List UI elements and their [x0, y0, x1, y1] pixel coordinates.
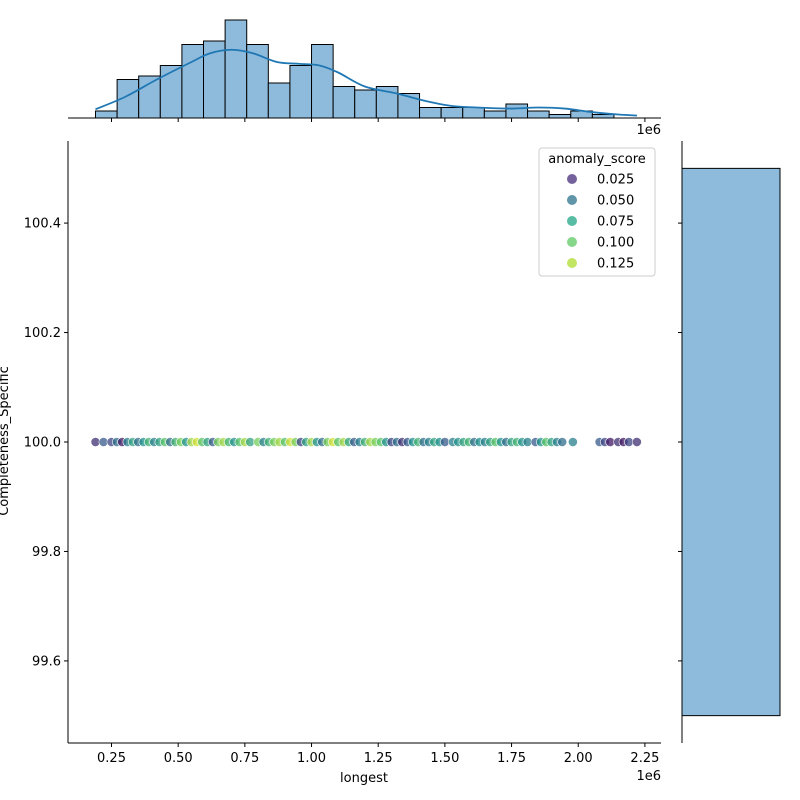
x-axis-ticks: 0.25 0.50 0.75 1.00 1.25 1.50 1.75 2.00 2.25	[97, 743, 659, 766]
histogram-bar	[95, 110, 118, 119]
x-axis-offset-label: 1e6	[636, 769, 661, 784]
legend-label: 0.125	[597, 257, 634, 272]
x-axis-title: longest	[340, 771, 388, 786]
legend-marker	[567, 174, 577, 184]
x-tick-label: 1.75	[497, 751, 526, 766]
histogram-bar	[181, 44, 205, 119]
x-tick-label: 1.50	[430, 751, 459, 766]
y-tick-label: 100.0	[24, 436, 61, 451]
histogram-bar	[224, 19, 248, 119]
x-tick-label: 2.00	[564, 751, 593, 766]
marginal-y-histogram-bar	[681, 167, 781, 717]
legend-label: 0.050	[597, 194, 634, 209]
scatter-point	[567, 437, 578, 447]
marginal-x-kde-line	[95, 48, 637, 117]
histogram-bar	[267, 82, 291, 119]
histogram-bar	[159, 65, 183, 119]
x-tick-label: 1.25	[364, 751, 393, 766]
legend-marker	[567, 195, 577, 205]
legend-entries: 0.025 0.050 0.075 0.100 0.125	[567, 173, 634, 272]
histogram-bar	[289, 65, 313, 119]
scatter-points	[90, 437, 642, 447]
y-tick-label: 99.8	[32, 545, 61, 560]
histogram-bar	[527, 110, 550, 119]
histogram-bar	[311, 44, 334, 119]
y-axis-ticks: 99.6 99.8 100.0 100.2 100.4	[24, 217, 68, 669]
legend-label: 0.100	[597, 236, 634, 251]
legend-label: 0.025	[597, 173, 634, 188]
histogram-bar	[548, 114, 572, 119]
x-tick-label: 0.25	[97, 751, 126, 766]
y-tick-label: 100.2	[24, 326, 61, 341]
legend-label: 0.075	[597, 215, 634, 230]
x-tick-label: 0.75	[230, 751, 259, 766]
x-tick-label: 0.50	[164, 751, 193, 766]
x-tick-label: 2.25	[630, 751, 659, 766]
legend-marker	[567, 216, 577, 226]
histogram-bar	[440, 107, 464, 119]
histogram-bar	[483, 110, 507, 119]
histogram-bar	[462, 107, 485, 119]
marginal-y-ticks	[678, 222, 682, 662]
histogram-bar	[354, 89, 377, 119]
legend-marker	[567, 237, 577, 247]
histogram-bar	[138, 75, 161, 119]
y-tick-label: 100.4	[24, 217, 61, 232]
marginal-x-offset-label: 1e6	[636, 123, 661, 138]
legend-title: anomaly_score	[548, 152, 646, 167]
scatter-point	[632, 437, 642, 447]
marginal-x-ticks	[111, 118, 646, 122]
y-tick-label: 99.6	[32, 654, 61, 669]
histogram-bar	[332, 86, 356, 119]
marginal-x-histogram	[95, 19, 615, 119]
histogram-bar	[591, 114, 615, 119]
histogram-bar	[505, 103, 529, 119]
y-axis-title: Completeness_Specific	[0, 366, 12, 516]
legend-marker	[567, 258, 577, 268]
legend: anomaly_score 0.025 0.050 0.075 0.100 0.125	[538, 147, 656, 277]
scatter-point	[557, 437, 568, 447]
x-tick-label: 1.00	[297, 751, 326, 766]
histogram-bar	[419, 107, 442, 119]
